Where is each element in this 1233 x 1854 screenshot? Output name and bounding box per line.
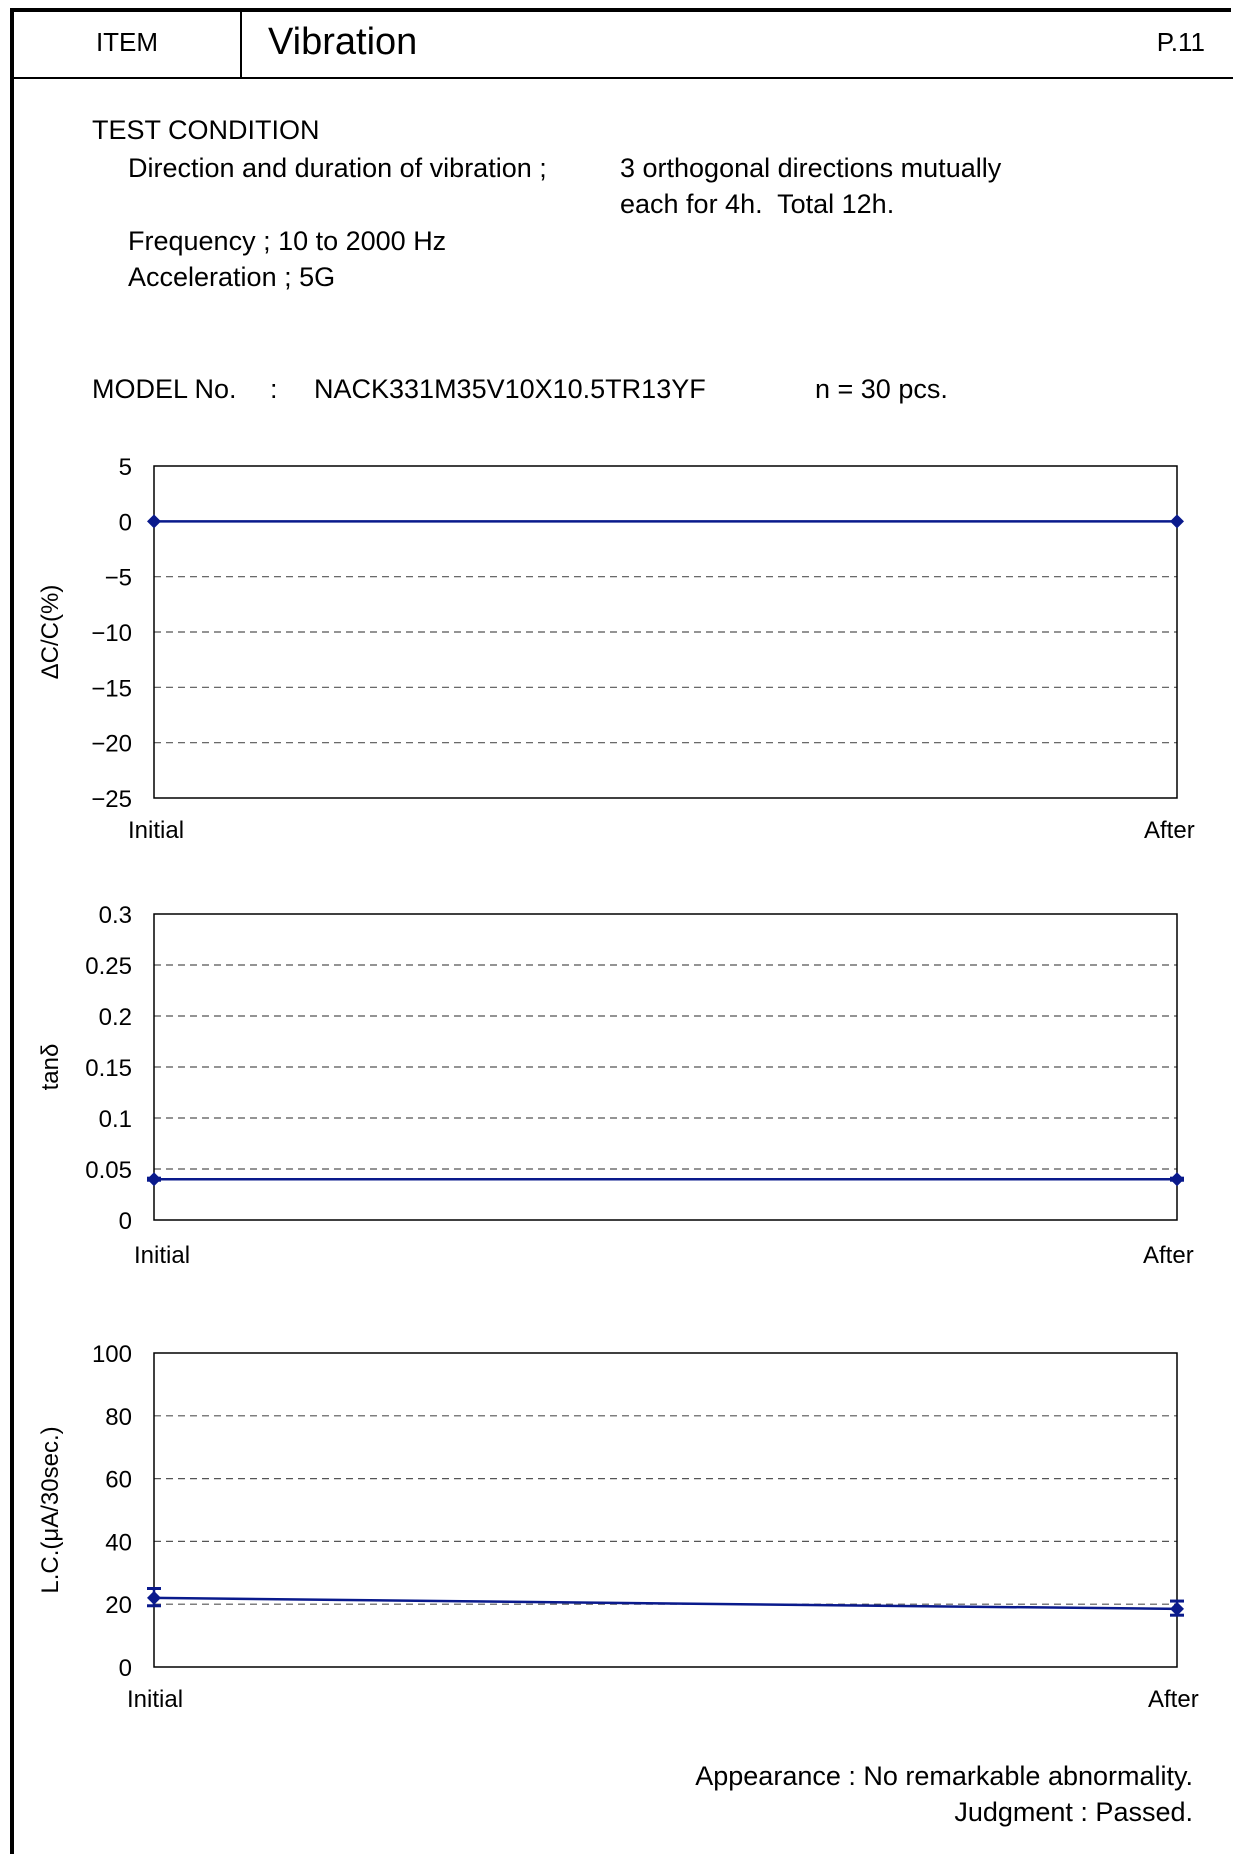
sample-count: n = 30 pcs.: [815, 374, 948, 404]
direction-value-1: 3 orthogonal directions mutually: [620, 153, 1002, 183]
item-label: ITEM: [14, 8, 242, 77]
page-frame: [10, 8, 1231, 1854]
model-label: MODEL No.: [92, 374, 237, 404]
header: ITEM Vibration P.11: [10, 8, 1233, 79]
direction-label: Direction and duration of vibration ;: [128, 153, 547, 183]
model-separator: :: [270, 374, 278, 404]
page-number: P.11: [1156, 27, 1205, 57]
direction-value-2: each for 4h. Total 12h.: [620, 189, 895, 219]
model-number: NACK331M35V10X10.5TR13YF: [314, 374, 706, 404]
test-condition-heading: TEST CONDITION: [92, 115, 320, 145]
appearance-text: Appearance : No remarkable abnormality.: [695, 1761, 1193, 1791]
page-title: Vibration: [268, 21, 418, 63]
frequency-text: Frequency ; 10 to 2000 Hz: [128, 226, 447, 256]
acceleration-text: Acceleration ; 5G: [128, 262, 336, 292]
judgment-text: Judgment : Passed.: [954, 1797, 1193, 1827]
